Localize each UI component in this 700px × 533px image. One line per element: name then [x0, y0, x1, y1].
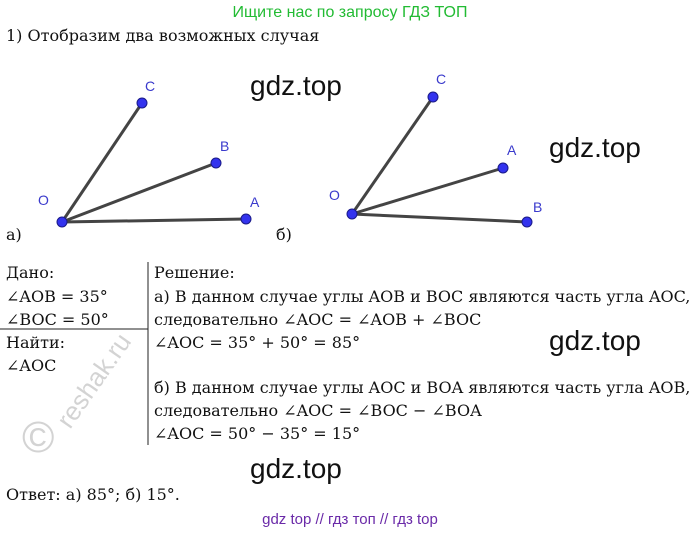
point-label: A [507, 142, 517, 158]
point-label: O [38, 192, 49, 208]
point-label: B [533, 199, 542, 215]
watermark: gdz.top [250, 453, 342, 484]
solution-line: б) В данном случае углы AOC и BOA являют… [154, 378, 690, 397]
point [497, 162, 509, 174]
ray [351, 166, 504, 216]
caption: а) [6, 225, 22, 244]
solution-line: а) В данном случае углы AOB и BOC являют… [154, 287, 690, 306]
given-title: Дано: [6, 263, 54, 282]
solution-line: следовательно ∠AOC = ∠AOB + ∠BOC [154, 310, 481, 329]
reshak-mark: © [22, 413, 54, 462]
solution-line: ∠AOC = 50° − 35° = 15° [154, 424, 360, 443]
solution-line: ∠AOC = 35° + 50° = 85° [154, 333, 360, 352]
point [427, 91, 439, 103]
point-label: C [145, 78, 155, 94]
caption: б) [276, 225, 292, 244]
point [521, 216, 533, 228]
point-label: O [329, 187, 340, 203]
ray [60, 102, 144, 223]
given-line: ∠AOB = 35° [6, 287, 108, 306]
point [346, 208, 358, 220]
figure-b: C A B O б) [276, 71, 542, 244]
banner: Ищите нас по запросу ГДЗ ТОП [233, 4, 468, 21]
point [210, 157, 222, 169]
given-line: ∠BOC = 50° [6, 310, 109, 329]
answer: Ответ: а) 85°; б) 15°. [6, 485, 180, 504]
ray [350, 96, 435, 215]
solution-title: Решение: [154, 263, 235, 282]
point-label: B [220, 138, 229, 154]
point-label: C [436, 71, 446, 87]
watermark: gdz.top [549, 132, 641, 163]
point-label: A [250, 194, 260, 210]
find-title: Найти: [6, 333, 65, 352]
footer: gdz top // гдз топ // гдз top [262, 511, 438, 528]
watermark: gdz.top [549, 325, 641, 356]
task: 1) Отобразим два возможных случая [6, 26, 319, 45]
ray [351, 212, 528, 224]
point [56, 216, 68, 228]
ray [61, 217, 247, 224]
watermark: gdz.top [250, 70, 342, 101]
find-line: ∠AOC [6, 356, 56, 375]
point [240, 213, 252, 225]
solution-line: следовательно ∠AOC = ∠BOC − ∠BOA [154, 401, 482, 420]
figure-a: C B A O а) [6, 78, 260, 244]
ray [61, 161, 217, 224]
point [136, 97, 148, 109]
